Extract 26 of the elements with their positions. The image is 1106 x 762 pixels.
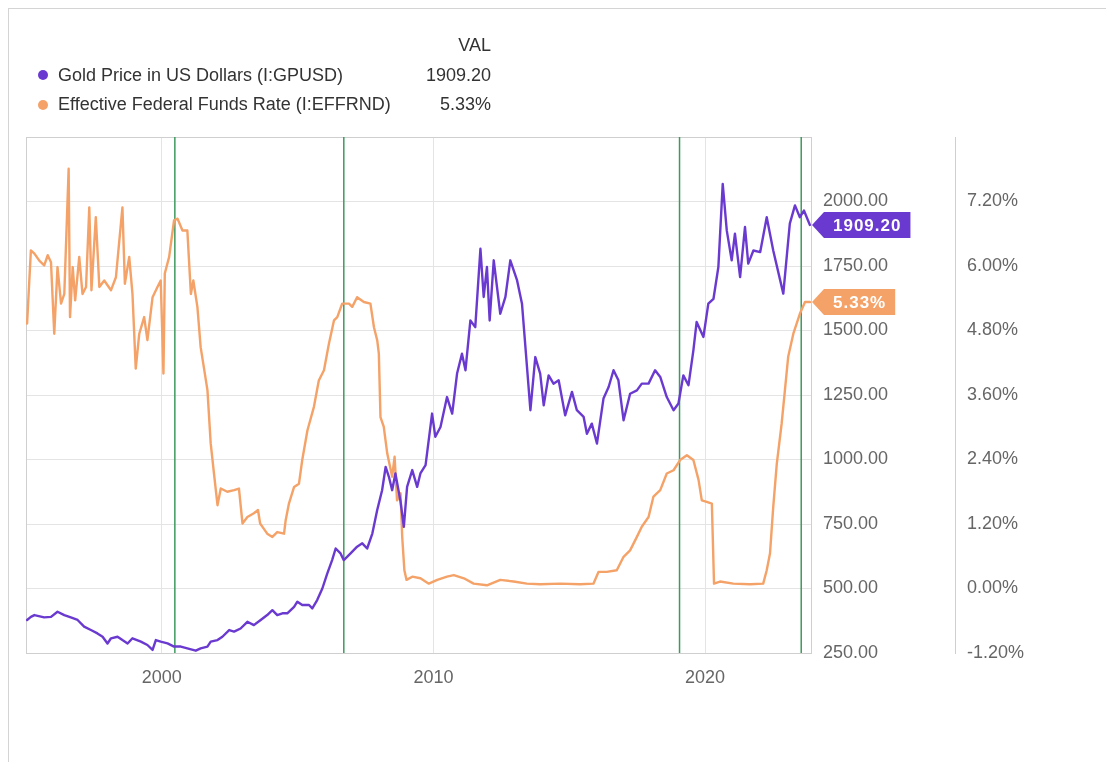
y-tick-label: 1000.00 — [823, 448, 889, 469]
y-tick-label: 750.00 — [823, 512, 879, 533]
text: 1909.20 — [425, 64, 491, 85]
legend-label: Gold Price in US Dollars (I:GPUSD) — [58, 64, 345, 86]
y2-tick-label: 4.80% — [967, 319, 1019, 340]
y-tick-label: 1750.00 — [823, 254, 889, 275]
y-tick-label: 250.00 — [823, 641, 879, 662]
y2-tick-label: -1.20% — [967, 641, 1025, 662]
y-tick-label: 500.00 — [823, 577, 879, 598]
y2-tick-label: 6.00% — [967, 254, 1019, 275]
y-tick-label: 2000.00 — [823, 190, 889, 211]
data-label: 1909.20 — [833, 215, 902, 235]
x-tick-label: 2020 — [685, 666, 726, 687]
x-tick-label: 2010 — [413, 666, 454, 687]
y2-tick-label: 1.20% — [967, 512, 1019, 533]
data-label: 5.33% — [833, 292, 887, 312]
y2-tick-label: 0.00% — [967, 577, 1019, 598]
legend-label: Effective Federal Funds Rate (I:EFFRND) — [58, 94, 392, 116]
text: 5.33% — [439, 94, 491, 115]
y-tick-label: 1250.00 — [823, 383, 889, 404]
y-tick-label: 1500.00 — [823, 319, 889, 340]
legend-title: VAL — [457, 35, 491, 57]
y2-tick-label: 2.40% — [967, 448, 1019, 469]
y2-tick-label: 3.60% — [967, 383, 1019, 404]
x-tick-label: 2000 — [141, 666, 182, 687]
y2-tick-label: 7.20% — [967, 190, 1019, 211]
